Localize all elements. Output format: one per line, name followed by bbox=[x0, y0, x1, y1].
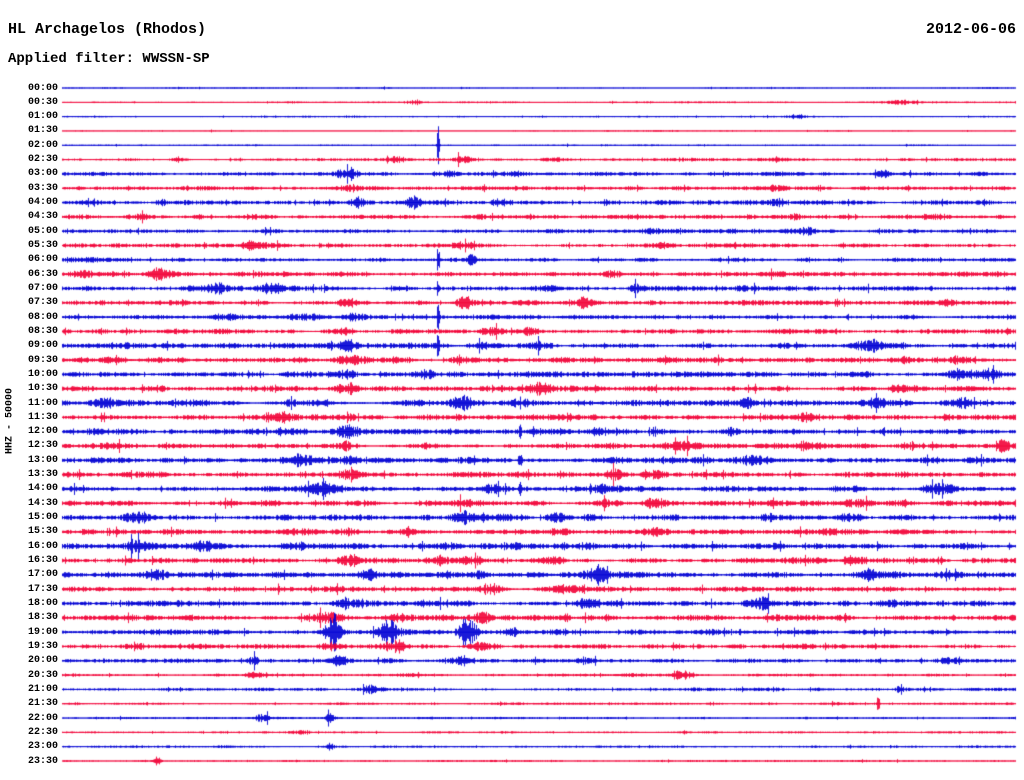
applied-filter-label: Applied filter: WWSSN-SP bbox=[8, 51, 210, 67]
time-label: 15:00 bbox=[27, 512, 58, 524]
time-label: 02:30 bbox=[27, 154, 58, 166]
time-label: 15:30 bbox=[27, 526, 58, 538]
time-label: 00:00 bbox=[27, 82, 58, 94]
time-label: 08:00 bbox=[27, 311, 58, 323]
time-label: 21:00 bbox=[27, 683, 58, 695]
time-label: 16:00 bbox=[27, 540, 58, 552]
time-label: 11:00 bbox=[27, 397, 58, 409]
time-label: 03:00 bbox=[27, 168, 58, 180]
time-label: 20:00 bbox=[27, 655, 58, 667]
time-label: 21:30 bbox=[27, 698, 58, 710]
time-label: 17:30 bbox=[27, 583, 58, 595]
station-title: HL Archagelos (Rhodos) bbox=[8, 21, 207, 38]
time-label: 13:30 bbox=[27, 469, 58, 481]
time-label: 05:00 bbox=[27, 225, 58, 237]
time-label: 04:30 bbox=[27, 211, 58, 223]
time-label: 23:00 bbox=[27, 741, 58, 753]
time-label: 11:30 bbox=[27, 411, 58, 423]
time-label: 22:30 bbox=[27, 726, 58, 738]
time-label: 01:00 bbox=[27, 111, 58, 123]
time-label: 08:30 bbox=[27, 325, 58, 337]
time-label: 14:00 bbox=[27, 483, 58, 495]
channel-scale-label: HHZ - 50000 bbox=[4, 387, 16, 455]
time-label: 09:00 bbox=[27, 340, 58, 352]
time-label: 18:00 bbox=[27, 597, 58, 609]
time-label: 07:00 bbox=[27, 282, 58, 294]
time-label: 10:00 bbox=[27, 368, 58, 380]
time-label: 03:30 bbox=[27, 182, 58, 194]
time-label: 00:30 bbox=[27, 96, 58, 108]
time-label: 09:30 bbox=[27, 354, 58, 366]
time-label: 06:30 bbox=[27, 268, 58, 280]
time-label: 19:00 bbox=[27, 626, 58, 638]
date-label: 2012-06-06 bbox=[925, 21, 1016, 38]
time-label: 12:30 bbox=[27, 440, 58, 452]
time-label: 17:00 bbox=[27, 569, 58, 581]
time-label: 16:30 bbox=[27, 555, 58, 567]
time-label: 10:30 bbox=[27, 383, 58, 395]
time-label: 05:30 bbox=[27, 240, 58, 251]
time-label: 12:00 bbox=[27, 426, 58, 438]
time-label: 14:30 bbox=[27, 497, 58, 509]
time-label: 22:00 bbox=[27, 712, 58, 724]
time-label: 01:30 bbox=[27, 125, 58, 137]
time-label: 04:00 bbox=[27, 197, 58, 209]
time-label: 23:30 bbox=[27, 755, 58, 767]
time-label: 20:30 bbox=[27, 669, 58, 681]
time-label: 06:00 bbox=[27, 254, 58, 266]
time-label: 18:30 bbox=[27, 612, 58, 624]
time-label: 13:00 bbox=[27, 454, 58, 466]
time-label: 02:00 bbox=[27, 139, 58, 151]
time-label: 07:30 bbox=[27, 297, 58, 309]
time-label: 19:30 bbox=[27, 640, 58, 652]
